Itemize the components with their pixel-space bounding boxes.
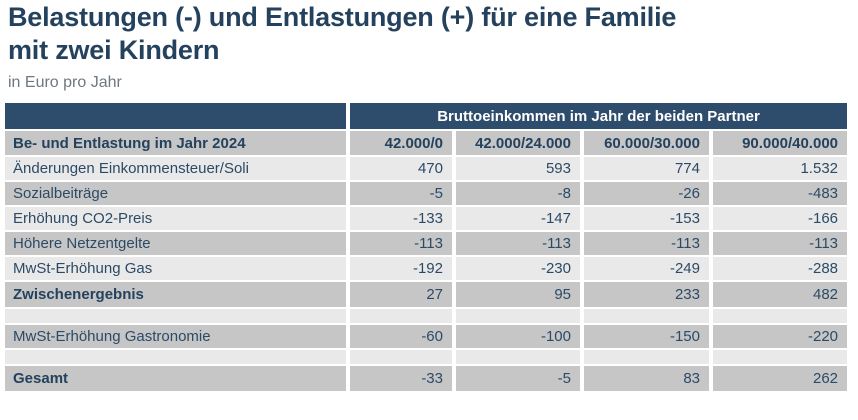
cell-value xyxy=(456,309,580,323)
cell-value: -230 xyxy=(456,257,580,280)
cell-value: -166 xyxy=(713,207,848,230)
cell-value xyxy=(350,350,452,364)
cell-value xyxy=(713,309,848,323)
cell-value xyxy=(584,350,709,364)
row-label: Höhere Netzentgelte xyxy=(5,232,346,255)
row-label xyxy=(5,350,346,364)
cell-value: 470 xyxy=(350,157,452,180)
table-row: Höhere Netzentgelte -113 -113 -113 -113 xyxy=(5,232,848,255)
cell-value: 1.532 xyxy=(713,157,848,180)
burden-relief-table: Bruttoeinkommen im Jahr der beiden Partn… xyxy=(1,101,851,393)
cell-value: 83 xyxy=(584,366,709,391)
cell-value xyxy=(713,350,848,364)
cell-value: -153 xyxy=(584,207,709,230)
cell-value: -133 xyxy=(350,207,452,230)
row-label xyxy=(5,309,346,323)
cell-value: 233 xyxy=(584,282,709,307)
table-row: Erhöhung CO2-Preis -133 -147 -153 -166 xyxy=(5,207,848,230)
cell-value: -33 xyxy=(350,366,452,391)
column-header-row: Be- und Entlastung im Jahr 2024 42.000/0… xyxy=(5,131,848,155)
cell-value: -192 xyxy=(350,257,452,280)
cell-value: 774 xyxy=(584,157,709,180)
cell-value: 482 xyxy=(713,282,848,307)
row-label: Sozialbeiträge xyxy=(5,182,346,205)
cell-value: -113 xyxy=(713,232,848,255)
column-header-1: 42.000/0 xyxy=(350,131,452,155)
cell-value: -150 xyxy=(584,325,709,348)
cell-value: -147 xyxy=(456,207,580,230)
cell-value: -5 xyxy=(350,182,452,205)
table-row: Änderungen Einkommensteuer/Soli 470 593 774… xyxy=(5,157,848,180)
row-header-label: Be- und Entlastung im Jahr 2024 xyxy=(5,131,346,155)
table-corner-cell xyxy=(5,103,346,129)
cell-value: 27 xyxy=(350,282,452,307)
cell-value: -60 xyxy=(350,325,452,348)
cell-value: -8 xyxy=(456,182,580,205)
cell-value xyxy=(584,309,709,323)
column-header-4: 90.000/40.000 xyxy=(713,131,848,155)
table-row: MwSt-Erhöhung Gas -192 -230 -249 -288 xyxy=(5,257,848,280)
cell-value xyxy=(456,350,580,364)
row-label: Gesamt xyxy=(5,366,346,391)
spacer-row xyxy=(5,350,848,364)
cell-value: -483 xyxy=(713,182,848,205)
cell-value xyxy=(350,309,452,323)
row-label: MwSt-Erhöhung Gastronomie xyxy=(5,325,346,348)
table-row: MwSt-Erhöhung Gastronomie -60 -100 -150 -220 xyxy=(5,325,848,348)
table-row: Sozialbeiträge -5 -8 -26 -483 xyxy=(5,182,848,205)
cell-value: 262 xyxy=(713,366,848,391)
row-label: MwSt-Erhöhung Gas xyxy=(5,257,346,280)
table-row: Zwischenergebnis 27 95 233 482 xyxy=(5,282,848,307)
cell-value: 593 xyxy=(456,157,580,180)
cell-value: -220 xyxy=(713,325,848,348)
cell-value: -26 xyxy=(584,182,709,205)
column-header-2: 42.000/24.000 xyxy=(456,131,580,155)
cell-value: -113 xyxy=(584,232,709,255)
cell-value: -100 xyxy=(456,325,580,348)
cell-value: -288 xyxy=(713,257,848,280)
cell-value: 95 xyxy=(456,282,580,307)
group-header-row: Bruttoeinkommen im Jahr der beiden Partn… xyxy=(5,103,848,129)
table-body: Änderungen Einkommensteuer/Soli 470 593 774… xyxy=(5,157,848,391)
cell-value: -5 xyxy=(456,366,580,391)
cell-value: -113 xyxy=(350,232,452,255)
cell-value: -249 xyxy=(584,257,709,280)
page-title-line-2: mit zwei Kindern xyxy=(8,35,220,65)
row-label: Erhöhung CO2-Preis xyxy=(5,207,346,230)
spacer-row xyxy=(5,309,848,323)
cell-value: -113 xyxy=(456,232,580,255)
group-header-cell: Bruttoeinkommen im Jahr der beiden Partn… xyxy=(350,103,848,129)
page-title: Belastungen (-) und Entlastungen (+) für… xyxy=(8,1,676,67)
page-title-line-1: Belastungen (-) und Entlastungen (+) für… xyxy=(8,2,677,32)
table-row: Gesamt -33 -5 83 262 xyxy=(5,366,848,391)
row-label: Änderungen Einkommensteuer/Soli xyxy=(5,157,346,180)
column-header-3: 60.000/30.000 xyxy=(584,131,709,155)
row-label: Zwischenergebnis xyxy=(5,282,346,307)
unit-subtitle: in Euro pro Jahr xyxy=(8,74,122,91)
